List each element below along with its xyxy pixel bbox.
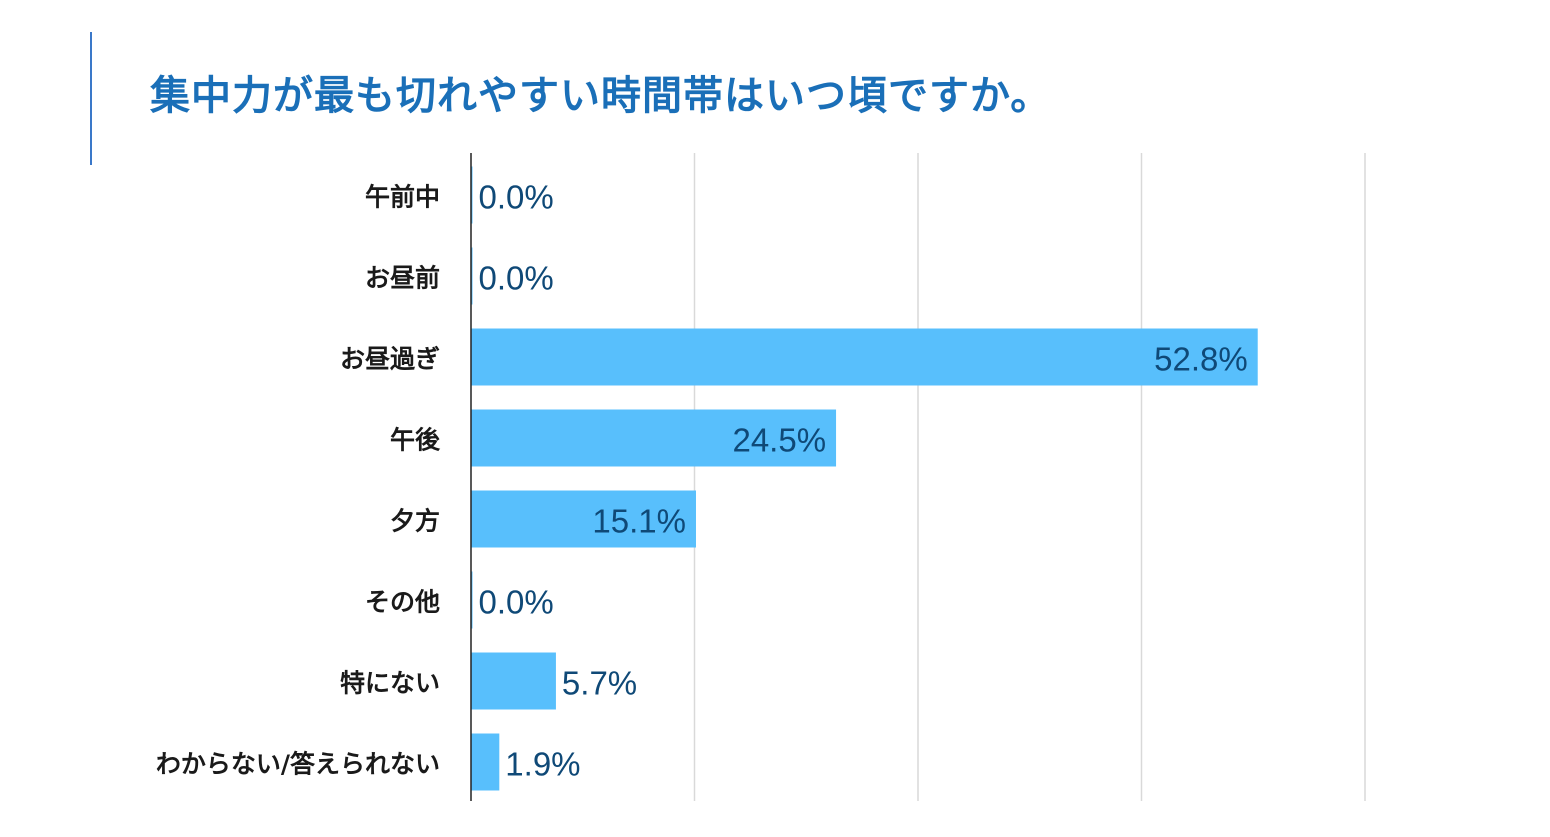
value-labels: 0.0% 0.0% 52.8% 24.5% 15.1% 0.0% 5.7% 1.9% — [479, 179, 1248, 783]
category-label-2: お昼過ぎ — [340, 345, 440, 374]
bar-6 — [471, 652, 556, 710]
chart-title: 集中力が最も切れやすい時間帯はいつ頃ですか。 — [150, 73, 1052, 119]
bars — [471, 166, 1258, 791]
category-label-3: 午後 — [390, 426, 441, 455]
title-accent-line — [90, 32, 92, 165]
category-label-0: 午前中 — [365, 183, 440, 212]
gridlines — [693, 153, 1366, 801]
value-label-7: 1.9% — [505, 746, 580, 783]
category-label-1: お昼前 — [365, 264, 440, 293]
value-label-1: 0.0% — [479, 260, 554, 297]
value-label-5: 0.0% — [479, 584, 554, 621]
value-label-2: 52.8% — [1154, 341, 1248, 378]
value-label-3: 24.5% — [732, 422, 826, 459]
value-label-4: 15.1% — [592, 503, 686, 540]
category-label-5: その他 — [365, 588, 440, 617]
bar-3 — [471, 409, 837, 467]
value-label-6: 5.7% — [562, 665, 637, 702]
value-label-0: 0.0% — [479, 179, 554, 216]
bar-2 — [471, 328, 1258, 386]
bar-4 — [471, 490, 696, 548]
category-label-4: 夕方 — [390, 507, 440, 536]
category-label-6: 特にない — [340, 669, 440, 698]
category-label-7: わからない/答えられない — [156, 750, 440, 779]
bar-7 — [471, 733, 500, 791]
